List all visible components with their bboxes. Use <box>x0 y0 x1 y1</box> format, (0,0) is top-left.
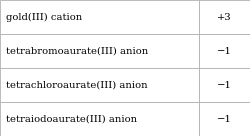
Text: −1: −1 <box>217 81 232 89</box>
Text: +3: +3 <box>217 13 232 21</box>
Text: −1: −1 <box>217 115 232 123</box>
Bar <box>199 68 250 102</box>
Bar <box>0 34 199 68</box>
Bar <box>0 0 199 34</box>
Bar <box>0 68 199 102</box>
Bar <box>199 102 250 136</box>
Bar <box>199 0 250 34</box>
Text: gold(III) cation: gold(III) cation <box>6 12 82 22</box>
Bar <box>199 34 250 68</box>
Bar <box>0 102 199 136</box>
Text: −1: −1 <box>217 47 232 55</box>
Text: tetrabromoaurate(III) anion: tetrabromoaurate(III) anion <box>6 47 148 55</box>
Text: tetraiodoaurate(III) anion: tetraiodoaurate(III) anion <box>6 115 138 123</box>
Text: tetrachloroaurate(III) anion: tetrachloroaurate(III) anion <box>6 81 148 89</box>
